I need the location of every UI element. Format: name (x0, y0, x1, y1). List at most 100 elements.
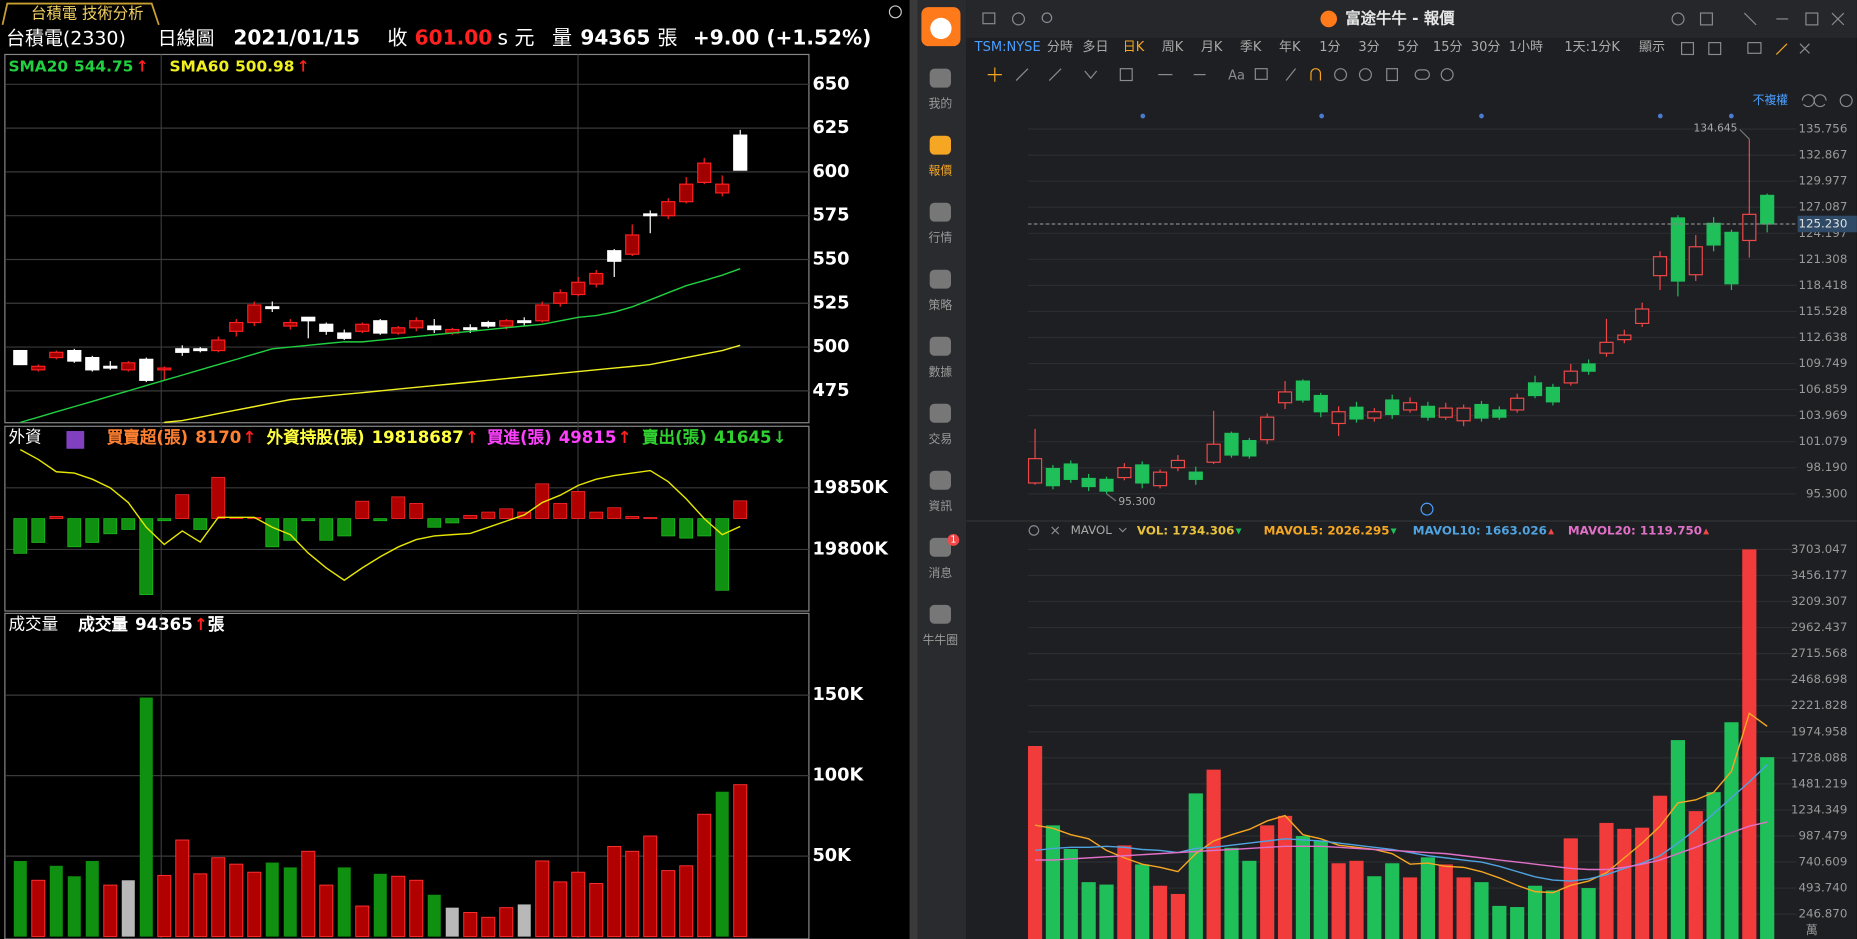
target-icon[interactable] (1420, 502, 1434, 516)
candle-body (1670, 217, 1686, 282)
candle-body (1367, 411, 1382, 419)
volume-bar (1545, 890, 1561, 939)
volume-bar (1313, 840, 1328, 939)
candle-body (319, 323, 334, 332)
netbuy-bar (607, 507, 622, 519)
netbuy-bar (67, 518, 82, 548)
volume-bar (229, 863, 244, 938)
sidebar-label[interactable]: 牛牛圈 (923, 633, 959, 647)
y-tick-label: 600 (812, 162, 849, 182)
period-tab[interactable]: 15分 (1433, 40, 1463, 55)
y-tick-label: 575 (812, 206, 849, 226)
candle-body (1760, 194, 1775, 225)
period-tab[interactable]: 顯示 (1639, 40, 1665, 55)
drawing-tools[interactable]: Aa (987, 42, 1853, 108)
volume-bar (247, 871, 262, 938)
netbuy-bar (103, 518, 118, 535)
period-tab[interactable]: 月K (1201, 40, 1223, 55)
legend-name: SMA60 (169, 57, 229, 75)
sidebar-label[interactable]: 策略 (929, 298, 953, 312)
volume-bar (1367, 876, 1382, 939)
volume-bar (85, 860, 99, 937)
sidebar-icon[interactable] (929, 336, 951, 356)
period-tab[interactable]: 年K (1279, 40, 1301, 55)
volume: 94365 (580, 26, 650, 50)
y-tick-label: 1481.219 (1791, 776, 1847, 790)
sidebar-label[interactable]: 我的 (929, 97, 953, 111)
volume-bar (1081, 882, 1096, 939)
period-tab[interactable]: 5分 (1397, 40, 1418, 55)
netbuy-bar (553, 503, 568, 519)
period-tab[interactable]: 周K (1162, 40, 1184, 55)
period-tab[interactable]: 30分 (1471, 40, 1501, 55)
event-markers[interactable] (1140, 113, 1734, 119)
volume-tools[interactable] (1028, 525, 1127, 536)
indicator-line (1035, 821, 1768, 871)
period-tab[interactable]: 分時 (1047, 40, 1073, 55)
candle-body (1081, 477, 1096, 488)
candle-body (1545, 386, 1561, 403)
candle-body (517, 320, 532, 324)
candle-body (1170, 459, 1186, 469)
candle-body (1152, 471, 1168, 487)
sidebar-label[interactable]: 數據 (929, 365, 953, 379)
candle-body (1135, 464, 1150, 484)
sidebar-icon[interactable] (929, 135, 951, 155)
legend-label: MAVOL5: 2026.295 (1264, 523, 1390, 537)
sidebar-icon[interactable] (929, 537, 951, 557)
legend-value: 49815 (559, 428, 617, 447)
candle-body (1617, 334, 1632, 341)
volume-bar (1206, 769, 1221, 939)
sidebar-icon[interactable] (929, 68, 951, 88)
legend-entry: MAVOL20: 1119.750▴ (1568, 523, 1709, 537)
window-tab[interactable] (1, 2, 160, 26)
candle-body (139, 358, 154, 381)
y-tick-label: 3703.047 (1791, 542, 1847, 556)
period-tab[interactable]: 日K (1123, 40, 1145, 55)
badge-count: 1 (950, 534, 956, 545)
volume-bar (481, 916, 496, 938)
annotation: 95.300 (1118, 495, 1155, 508)
sidebar-icon[interactable] (929, 403, 951, 423)
candle-body (1742, 213, 1757, 242)
right-app-bg (966, 0, 1857, 939)
period-tab[interactable]: 3分 (1358, 40, 1379, 55)
period-tab[interactable]: 1小時 (1509, 40, 1543, 55)
sidebar-icon[interactable] (929, 202, 951, 222)
period-tab[interactable]: 1天:1分K (1564, 40, 1620, 55)
sidebar-label[interactable]: 消息 (929, 566, 953, 580)
last-price-label: 125.230 (1798, 216, 1847, 230)
y-tick-label: 475 (812, 381, 849, 401)
period-tab[interactable]: 季K (1240, 40, 1262, 55)
axis-unit: 萬 (1806, 923, 1818, 937)
volume-bar (463, 912, 478, 938)
sidebar-label[interactable]: 資訊 (929, 499, 953, 513)
separator (909, 0, 918, 939)
sidebar-label[interactable]: 交易 (929, 432, 953, 446)
toolbar-icons[interactable] (982, 12, 1845, 26)
legend-arrow: ▾ (1391, 523, 1397, 537)
period-tab[interactable]: 多日 (1082, 39, 1108, 55)
volume-bar (1385, 863, 1400, 939)
sidebar-icon[interactable] (929, 269, 951, 289)
sidebar-label[interactable]: 行情 (929, 231, 953, 245)
netbuy-bar (85, 518, 100, 543)
title-bar (966, 0, 1857, 38)
adjust-toggle[interactable]: 不複權 (1753, 93, 1789, 107)
legend-label: 外資持股(張) (267, 427, 365, 447)
volume-bar (1742, 549, 1757, 939)
legend-entry: MAVOL5: 2026.295▾ (1264, 523, 1397, 537)
zoom-icon[interactable] (888, 5, 902, 19)
sidebar-icon[interactable] (929, 604, 951, 624)
sidebar-icon[interactable] (929, 470, 951, 490)
period-tab[interactable]: 1分 (1319, 40, 1340, 55)
sidebar-label[interactable]: 報價 (929, 164, 953, 178)
volume-bar (355, 905, 370, 938)
list-icon[interactable] (66, 431, 85, 449)
annotation-leader (1739, 129, 1750, 140)
volume-bar (625, 850, 640, 938)
symbol[interactable]: TSM:NYSE (974, 40, 1041, 55)
netbuy-bar (265, 518, 280, 548)
title-logo (1320, 10, 1338, 28)
volume-bar (157, 874, 172, 938)
